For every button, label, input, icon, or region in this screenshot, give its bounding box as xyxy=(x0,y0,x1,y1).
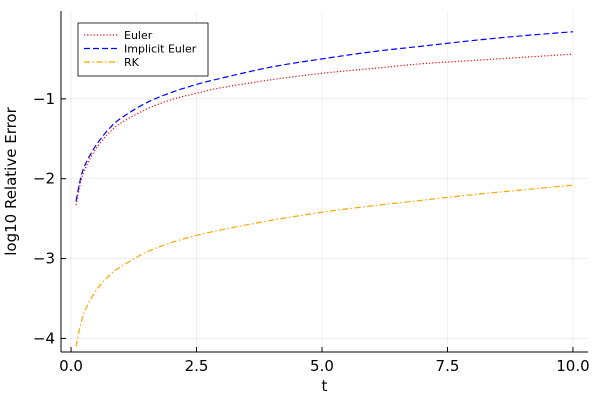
x-axis-label: t xyxy=(322,377,328,395)
y-axis-label: log10 Relative Error xyxy=(2,106,20,255)
series-line-euler xyxy=(75,53,573,206)
y-tick-label: −3 xyxy=(33,250,55,268)
legend-label: RK xyxy=(124,56,140,69)
axes xyxy=(60,11,588,353)
legend-box xyxy=(77,22,209,77)
x-tick-label: 0.0 xyxy=(59,357,83,375)
legend-label: Implicit Euler xyxy=(124,43,197,56)
legend-label: Euler xyxy=(124,29,153,42)
y-tick-label: −4 xyxy=(33,329,55,347)
tick-labels: 0.0 2.5 5.0 7.5 10.0 −1 −2 −3 −4 xyxy=(33,90,590,375)
grid-lines xyxy=(61,11,588,352)
series-line-rk xyxy=(75,184,573,347)
y-tick-label: −1 xyxy=(33,90,55,108)
x-tick-label: 2.5 xyxy=(185,357,209,375)
series-layer xyxy=(75,31,573,347)
x-tick-label: 5.0 xyxy=(310,357,334,375)
y-tick-label: −2 xyxy=(33,170,55,188)
series-line-implicit-euler xyxy=(75,31,573,202)
x-tick-label: 10.0 xyxy=(556,357,589,375)
x-tick-label: 7.5 xyxy=(436,357,460,375)
